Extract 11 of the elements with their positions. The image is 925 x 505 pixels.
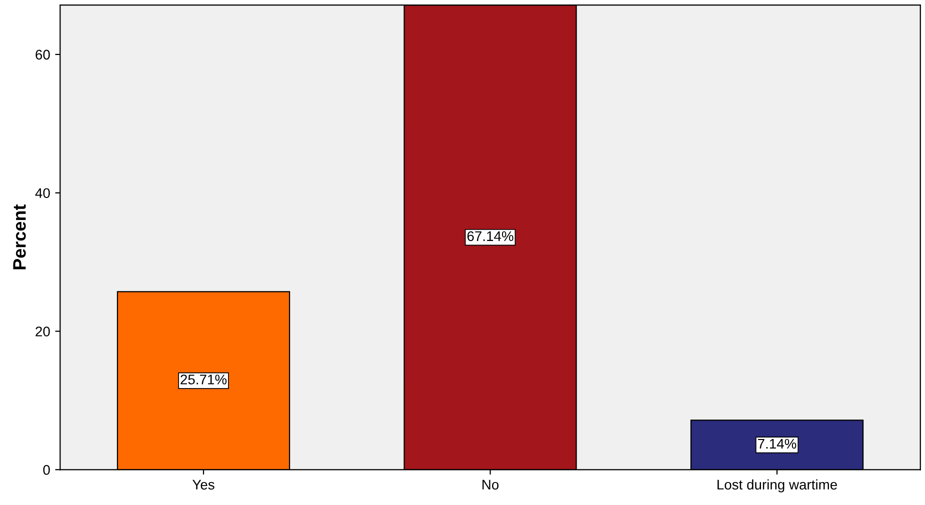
data-label: 67.14% [467,231,514,242]
x-tick-label: Lost during wartime [718,479,837,492]
y-tick-label: 60 [36,50,50,60]
data-label: 25.71% [180,374,227,384]
y-tick-label: 0 [43,464,50,475]
x-tick-label: No [482,480,499,490]
y-axis-title: Percent [13,204,26,270]
y-tick-label: 20 [36,326,50,336]
y-tick-label: 40 [35,188,50,198]
x-tick-label: Yes [192,480,214,490]
data-label: 7.14% [758,438,796,449]
